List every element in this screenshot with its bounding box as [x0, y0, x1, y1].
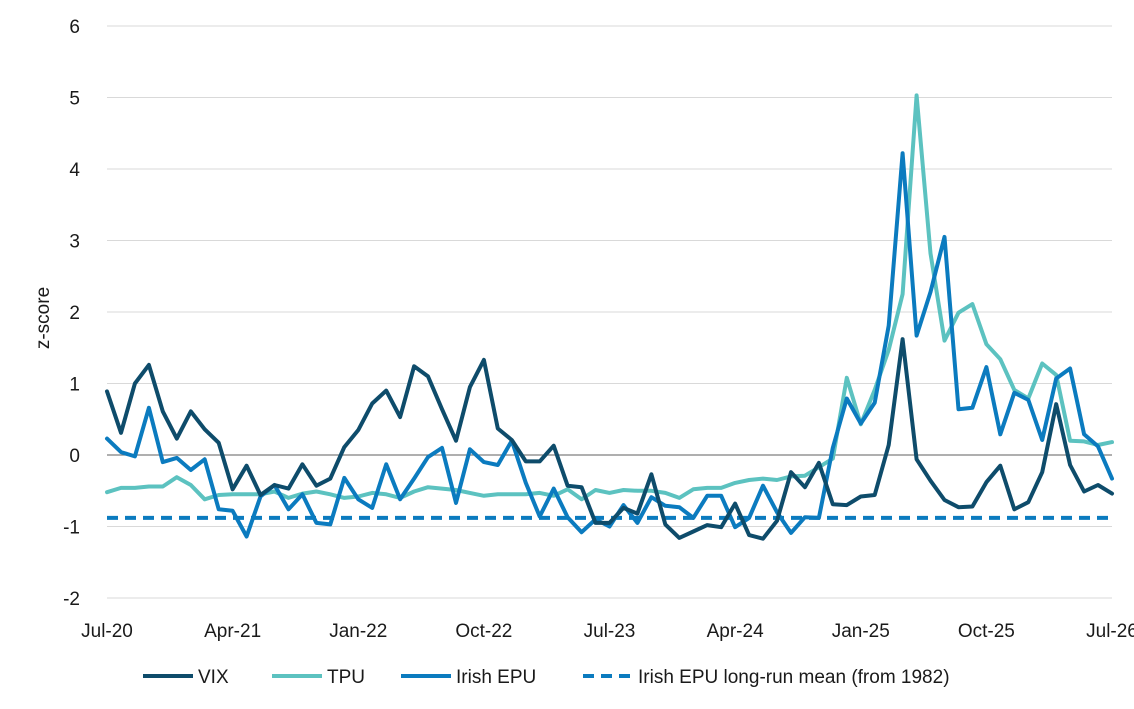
legend-label-tpu: TPU [327, 667, 365, 688]
y-tick-label: 1 [69, 375, 80, 396]
y-tick-label: 3 [69, 232, 80, 253]
y-tick-label: 4 [69, 160, 80, 181]
x-tick-label: Jul-26 [1086, 621, 1134, 642]
x-axis-ticks: Jul-20 Apr-21 Jan-22 Oct-22 Jul-23 Apr-24 Jan-… [81, 621, 1134, 642]
x-tick-label: Jan-25 [832, 621, 890, 642]
y-tick-label: 6 [69, 17, 80, 38]
y-axis-ticks: -2 -1 0 1 2 3 4 5 6 [63, 17, 80, 610]
y-axis-title: z-score [33, 287, 54, 349]
x-tick-label: Apr-24 [707, 621, 764, 642]
y-tick-label: 5 [69, 89, 80, 110]
x-tick-label: Apr-21 [204, 621, 261, 642]
y-tick-label: -2 [63, 589, 80, 610]
series-line-tpu [105, 93, 1114, 502]
x-tick-label: Jul-20 [81, 621, 133, 642]
y-tick-label: 2 [69, 303, 80, 324]
x-tick-label: Jan-22 [329, 621, 387, 642]
x-tick-label: Oct-22 [455, 621, 512, 642]
series-lines [105, 93, 1114, 541]
legend-label-irish-epu-long-run-mean-from-1982: Irish EPU long-run mean (from 1982) [638, 667, 950, 688]
x-tick-label: Jul-23 [584, 621, 636, 642]
legend-label-irish-epu: Irish EPU [456, 667, 536, 688]
x-tick-label: Oct-25 [958, 621, 1015, 642]
legend: VIX TPU Irish EPU Irish EPU long-run mean (… [143, 667, 950, 688]
y-tick-label: -1 [63, 518, 80, 539]
legend-label-vix: VIX [198, 667, 229, 688]
y-tick-label: 0 [69, 446, 80, 467]
gridlines [107, 25, 1112, 599]
series-line-irish-epu [105, 151, 1114, 539]
series-line-vix [105, 337, 1114, 541]
